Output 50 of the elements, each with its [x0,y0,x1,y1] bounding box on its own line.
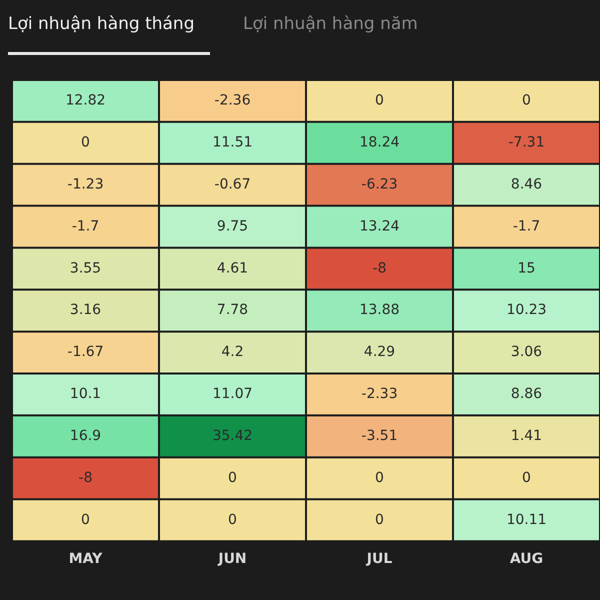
data-label: 3.16 [70,302,102,318]
data-label: 10.11 [506,512,547,528]
data-label: -8 [372,260,386,276]
data-label: -8 [78,470,92,486]
x-tick-label: MAY [68,551,104,568]
data-label: 4.29 [364,344,396,360]
data-label: 0 [375,470,384,486]
chart-subtitle: Lợi nhuận hàng năm [243,14,418,34]
data-label: 0 [375,512,384,528]
data-label: 3.06 [510,344,542,360]
data-label: 1.41 [510,428,542,444]
data-label: 4.2 [221,344,244,360]
data-label: 10.1 [70,386,102,402]
data-label: -0.67 [214,176,251,192]
chart-title: Lợi nhuận hàng tháng [8,14,195,34]
data-label: -7.31 [508,134,545,151]
data-label: 12.82 [65,92,106,109]
data-label: 13.88 [359,302,400,318]
data-label: 8.86 [510,386,542,402]
data-label: 0 [522,470,531,486]
data-label: 35.42 [212,428,253,444]
data-label: 0 [522,92,531,109]
data-label: -1.23 [67,176,104,192]
data-label: 7.78 [216,302,248,318]
data-label: 0 [228,512,237,528]
data-label: 15 [518,260,536,276]
data-label: -2.36 [214,92,251,109]
data-label: -2.33 [361,386,398,402]
data-label: 9.75 [216,218,248,234]
data-label: -3.51 [361,428,398,444]
data-label: 0 [228,470,237,486]
data-label: -6.23 [361,176,398,192]
x-tick-label: AUG [510,551,544,568]
data-label: -1.7 [512,218,540,234]
data-label: 16.9 [70,428,102,444]
data-label: 0 [81,134,90,151]
data-label: 18.24 [359,134,400,151]
data-label: 11.51 [212,134,253,151]
data-label: 8.46 [510,176,542,192]
data-label: 4.61 [216,260,248,276]
data-label: 11.07 [212,386,253,402]
x-tick-label: JUL [366,551,392,568]
data-label: -1.67 [67,344,104,360]
data-label: 0 [81,512,90,528]
data-label: -1.7 [72,218,100,234]
data-label: 0 [375,92,384,109]
data-label: 13.24 [359,218,400,234]
x-tick-label: JUN [217,551,247,568]
data-label: 3.55 [70,260,102,276]
data-label: 10.23 [506,302,547,318]
